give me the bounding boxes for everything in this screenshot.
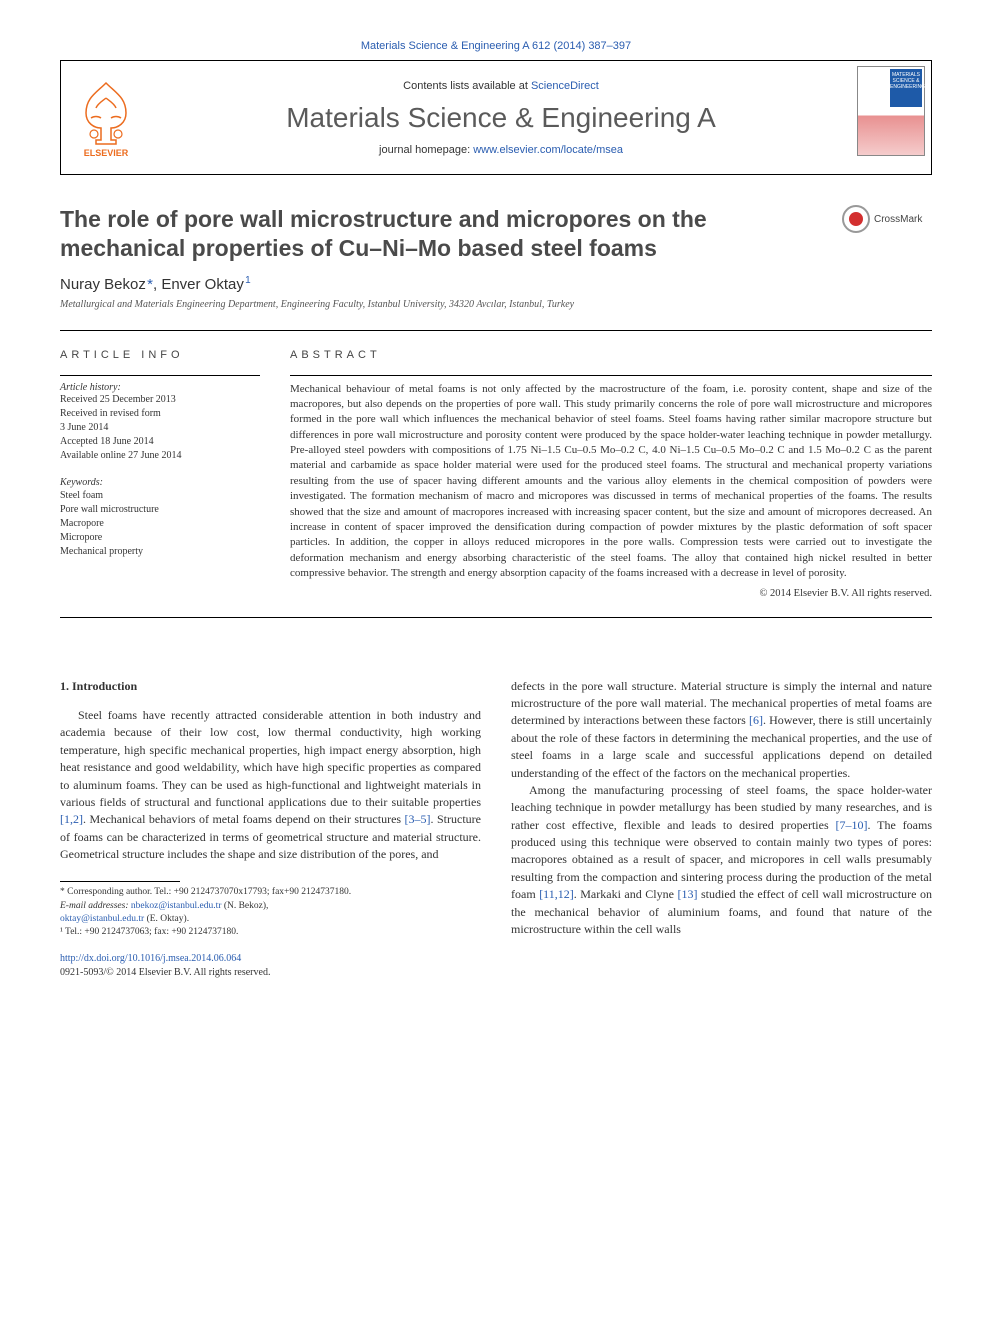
author-1: Nuray Bekoz — [60, 276, 146, 293]
history-online: Available online 27 June 2014 — [60, 449, 260, 463]
p1-text-a: Steel foams have recently attracted cons… — [60, 708, 481, 809]
abstract-text: Mechanical behaviour of metal foams is n… — [290, 375, 932, 582]
header-center: Contents lists available at ScienceDirec… — [151, 61, 851, 174]
ref-6[interactable]: [6] — [749, 713, 763, 727]
doi-line: http://dx.doi.org/10.1016/j.msea.2014.06… — [60, 952, 481, 967]
cover-image: MATERIALS SCIENCE & ENGINEERING — [857, 66, 925, 156]
ref-13[interactable]: [13] — [677, 887, 697, 901]
crossmark-badge[interactable]: CrossMark — [842, 205, 932, 233]
body-column-left: 1. Introduction Steel foams have recentl… — [60, 678, 481, 981]
email-footnote: E-mail addresses: nbekoz@istanbul.edu.tr… — [60, 900, 481, 913]
section-1-heading: 1. Introduction — [60, 678, 481, 695]
intro-paragraph-1: Steel foams have recently attracted cons… — [60, 707, 481, 864]
body-column-right: defects in the pore wall structure. Mate… — [511, 678, 932, 981]
article-info-label: article info — [60, 349, 260, 361]
footnote-separator — [60, 881, 180, 882]
crossmark-icon — [842, 205, 870, 233]
p1-text-b: . Mechanical behaviors of metal foams de… — [83, 812, 405, 826]
ref-3-5[interactable]: [3–5] — [405, 812, 431, 826]
history-revised-1: Received in revised form — [60, 407, 260, 421]
journal-cover-thumbnail: MATERIALS SCIENCE & ENGINEERING — [851, 61, 931, 174]
history-revised-2: 3 June 2014 — [60, 421, 260, 435]
author-2: Enver Oktay — [161, 276, 244, 293]
email-footnote-2: oktay@istanbul.edu.tr (E. Oktay). — [60, 913, 481, 926]
keyword-3: Macropore — [60, 517, 260, 531]
abstract-column: abstract Mechanical behaviour of metal f… — [290, 349, 932, 599]
homepage-prefix: journal homepage: — [379, 144, 473, 156]
p3-text-c: . Markaki and Clyne — [574, 887, 678, 901]
intro-paragraph-2: defects in the pore wall structure. Mate… — [511, 678, 932, 782]
journal-name: Materials Science & Engineering A — [286, 102, 716, 134]
abstract-label: abstract — [290, 349, 932, 361]
history-received: Received 25 December 2013 — [60, 393, 260, 407]
author-1-mark: * — [147, 276, 153, 293]
sciencedirect-link[interactable]: ScienceDirect — [531, 80, 599, 92]
ref-1-2[interactable]: [1,2] — [60, 812, 83, 826]
email-label: E-mail addresses: — [60, 901, 131, 911]
crossmark-label: CrossMark — [874, 214, 922, 225]
elsevier-label: ELSEVIER — [84, 148, 129, 158]
author-list: Nuray Bekoz *, Enver Oktay 1 — [60, 275, 932, 293]
body-columns: 1. Introduction Steel foams have recentl… — [60, 678, 932, 981]
journal-homepage-line: journal homepage: www.elsevier.com/locat… — [379, 144, 623, 156]
affiliation: Metallurgical and Materials Engineering … — [60, 299, 932, 310]
email-1-link[interactable]: nbekoz@istanbul.edu.tr — [131, 901, 222, 911]
contents-lists-line: Contents lists available at ScienceDirec… — [403, 80, 599, 92]
top-citation-link[interactable]: Materials Science & Engineering A 612 (2… — [60, 40, 932, 52]
keyword-1: Steel foam — [60, 489, 260, 503]
keyword-5: Mechanical property — [60, 545, 260, 559]
homepage-link[interactable]: www.elsevier.com/locate/msea — [473, 144, 623, 156]
history-accepted: Accepted 18 June 2014 — [60, 435, 260, 449]
email-2-who: (E. Oktay). — [144, 914, 189, 924]
contents-prefix: Contents lists available at — [403, 80, 531, 92]
divider — [60, 617, 932, 618]
footnote-1: ¹ Tel.: +90 2124737063; fax: +90 2124737… — [60, 926, 481, 939]
ref-7-10[interactable]: [7–10] — [835, 818, 867, 832]
intro-paragraph-3: Among the manufacturing processing of st… — [511, 782, 932, 939]
author-2-mark: 1 — [245, 275, 251, 286]
keyword-4: Micropore — [60, 531, 260, 545]
keywords-label: Keywords: — [60, 477, 260, 488]
doi-link[interactable]: http://dx.doi.org/10.1016/j.msea.2014.06… — [60, 953, 241, 964]
corresponding-author-footnote: * Corresponding author. Tel.: +90 212473… — [60, 886, 481, 899]
abstract-copyright: © 2014 Elsevier B.V. All rights reserved… — [290, 588, 932, 599]
email-1-who: (N. Bekoz), — [221, 901, 268, 911]
article-info-column: article info Article history: Received 2… — [60, 349, 260, 599]
email-2-link[interactable]: oktay@istanbul.edu.tr — [60, 914, 144, 924]
cover-badge: MATERIALS SCIENCE & ENGINEERING — [890, 69, 922, 107]
keyword-2: Pore wall microstructure — [60, 503, 260, 517]
issn-line: 0921-5093/© 2014 Elsevier B.V. All right… — [60, 966, 481, 981]
article-title: The role of pore wall microstructure and… — [60, 205, 832, 263]
history-label: Article history: — [60, 382, 260, 393]
article-history: Article history: Received 25 December 20… — [60, 375, 260, 463]
journal-header: ELSEVIER Contents lists available at Sci… — [60, 60, 932, 175]
ref-11-12[interactable]: [11,12] — [539, 887, 574, 901]
elsevier-logo: ELSEVIER — [61, 61, 151, 174]
elsevier-tree-icon — [76, 78, 136, 148]
